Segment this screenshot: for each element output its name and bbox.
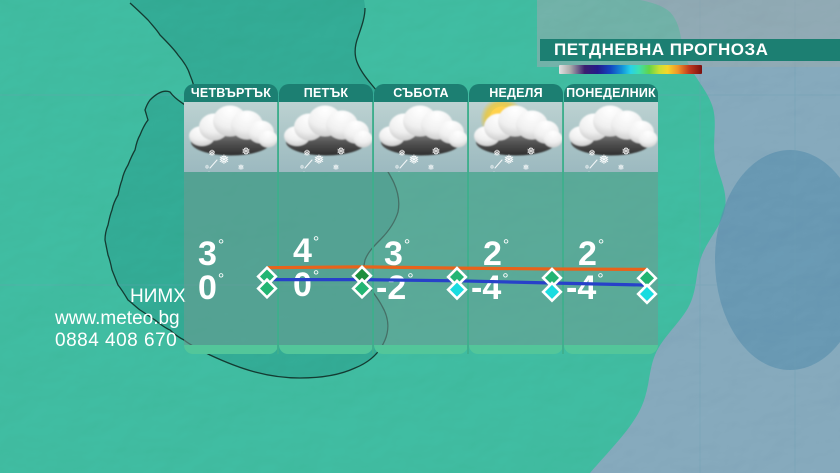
svg-text:❅: ❅ (493, 148, 501, 158)
svg-text:❅: ❅ (618, 163, 625, 172)
svg-text:❅: ❅ (621, 146, 630, 158)
svg-text:❅: ❅ (238, 163, 245, 172)
svg-text:❅: ❅ (333, 163, 340, 172)
svg-text:❅: ❅ (428, 163, 435, 172)
svg-text:❅: ❅ (314, 152, 325, 167)
svg-text:❅: ❅ (303, 148, 311, 158)
svg-text:❅: ❅ (398, 148, 406, 158)
svg-text:❅: ❅ (489, 164, 494, 171)
svg-text:❅: ❅ (299, 164, 304, 171)
svg-text:❅: ❅ (204, 164, 209, 171)
svg-text:❅: ❅ (504, 152, 515, 167)
svg-text:❅: ❅ (219, 152, 230, 167)
svg-text:❅: ❅ (208, 148, 216, 158)
svg-text:❅: ❅ (526, 146, 535, 158)
svg-text:❅: ❅ (599, 152, 610, 167)
svg-text:❅: ❅ (336, 146, 345, 158)
svg-text:❅: ❅ (588, 148, 596, 158)
svg-text:❅: ❅ (409, 152, 420, 167)
svg-text:❅: ❅ (523, 163, 530, 172)
svg-text:❅: ❅ (584, 164, 589, 171)
svg-text:❅: ❅ (394, 164, 399, 171)
svg-text:❅: ❅ (431, 146, 440, 158)
svg-text:❅: ❅ (241, 146, 250, 158)
